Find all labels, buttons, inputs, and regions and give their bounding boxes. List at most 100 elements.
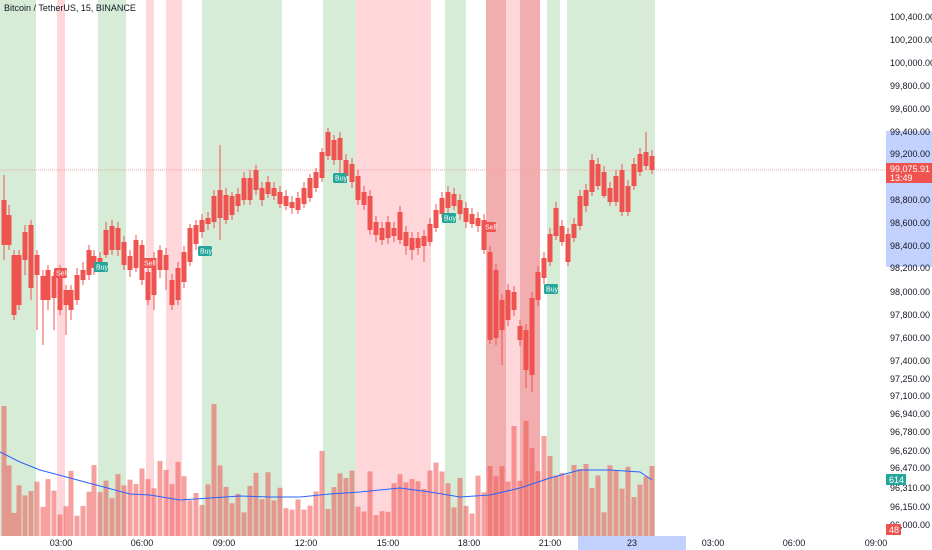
volume-bar	[22, 495, 28, 536]
volume-bar	[397, 474, 403, 536]
sell-zone	[166, 0, 182, 536]
candle-body	[499, 300, 505, 330]
candle-body	[91, 256, 97, 268]
volume-bar	[253, 472, 259, 536]
volume-bar	[433, 462, 439, 536]
candle-body	[157, 250, 163, 270]
candle-body	[433, 210, 439, 228]
time-tick: 09:00	[865, 538, 888, 548]
volume-bar	[1, 406, 7, 536]
volume-bar	[589, 487, 595, 536]
volume-bar	[565, 474, 571, 536]
buy-signal-label: Buy	[442, 213, 457, 223]
candle-body	[601, 172, 607, 196]
price-tick: 99,600.00	[890, 104, 930, 114]
price-tick: 100,400.00	[890, 12, 932, 22]
current-price-label: 99,075.91	[890, 164, 930, 174]
price-tick: 96,940.00	[890, 409, 930, 419]
time-tick: 21:00	[539, 538, 562, 548]
candle-body	[211, 196, 217, 222]
candle-body	[535, 272, 541, 300]
sell-signal-label: Sell	[142, 258, 156, 268]
volume-bar	[439, 471, 445, 536]
candle-body	[307, 178, 313, 198]
candle-body	[523, 330, 529, 370]
candle-body	[463, 208, 469, 222]
symbol-title[interactable]: Bitcoin / TetherUS, 15, BINANCE	[4, 3, 136, 13]
volume-bar	[265, 472, 271, 536]
volume-bar	[469, 513, 475, 536]
price-axis[interactable]	[886, 0, 932, 536]
volume-bar	[63, 506, 69, 536]
buy-signal-label: Buy	[544, 284, 559, 294]
volume-bar	[247, 485, 253, 536]
volume-bar	[16, 485, 22, 536]
volume-bar	[283, 508, 289, 536]
candle-body	[199, 220, 205, 232]
time-axis[interactable]	[0, 536, 932, 550]
volume-bar	[505, 481, 511, 536]
candle-body	[331, 140, 337, 160]
volume-bar	[637, 484, 643, 536]
candle-body	[16, 255, 22, 305]
time-tick: 09:00	[213, 538, 236, 548]
candle-body	[193, 225, 199, 244]
current-price-badge	[886, 163, 932, 183]
volume-bar	[68, 470, 74, 536]
candle-body	[541, 258, 547, 278]
candle-body	[63, 290, 69, 305]
volume-bar	[361, 511, 367, 536]
time-tick: 06:00	[783, 538, 806, 548]
candle-body	[589, 160, 595, 192]
volume-bar	[145, 479, 151, 536]
candle-body	[637, 154, 643, 172]
candlesticks	[1, 128, 655, 392]
volume-bar	[313, 491, 319, 536]
volume-bar	[319, 451, 325, 536]
candle-body	[229, 196, 235, 215]
buy-zone	[202, 0, 222, 536]
candle-body	[373, 222, 379, 235]
candle-body	[68, 290, 74, 310]
volume-bar	[45, 479, 51, 536]
candle-body	[265, 182, 271, 194]
signal-text: Buy	[200, 249, 213, 256]
candle-body	[97, 258, 103, 265]
candle-body	[145, 272, 151, 300]
price-tick: 97,800.00	[890, 310, 930, 320]
time-tick: 15:00	[377, 538, 400, 548]
buy-signal-label: Buy	[198, 246, 213, 256]
candle-body	[169, 280, 175, 305]
sell-zone	[520, 0, 540, 536]
candle-body	[337, 138, 343, 160]
volume-bar	[325, 509, 331, 536]
volume-bar	[583, 464, 589, 536]
candle-body	[103, 230, 109, 255]
volume-bar	[391, 483, 397, 536]
volume-bar	[607, 465, 613, 536]
buy-zone	[323, 0, 356, 536]
volume-bar	[379, 511, 385, 536]
candle-body	[421, 236, 427, 246]
candle-body	[571, 224, 577, 238]
volume-bar	[487, 465, 493, 536]
candle-body	[121, 242, 127, 265]
candle-body	[313, 172, 319, 188]
volume-bar	[463, 505, 469, 536]
candle-body	[385, 222, 391, 238]
buy-zone	[547, 0, 560, 536]
candle-body	[57, 270, 63, 310]
candle-body	[565, 234, 571, 262]
volume-bar	[11, 512, 17, 536]
volume-bar	[343, 478, 349, 536]
candle-body	[151, 258, 157, 295]
candle-body	[133, 240, 139, 268]
volume-bar	[499, 466, 505, 536]
candle-body	[247, 178, 253, 200]
signal-text: Sell	[144, 261, 156, 268]
volume-bar	[157, 461, 163, 536]
candle-body	[109, 226, 115, 250]
price-tick: 98,000.00	[890, 287, 930, 297]
volume-bar	[307, 505, 313, 536]
